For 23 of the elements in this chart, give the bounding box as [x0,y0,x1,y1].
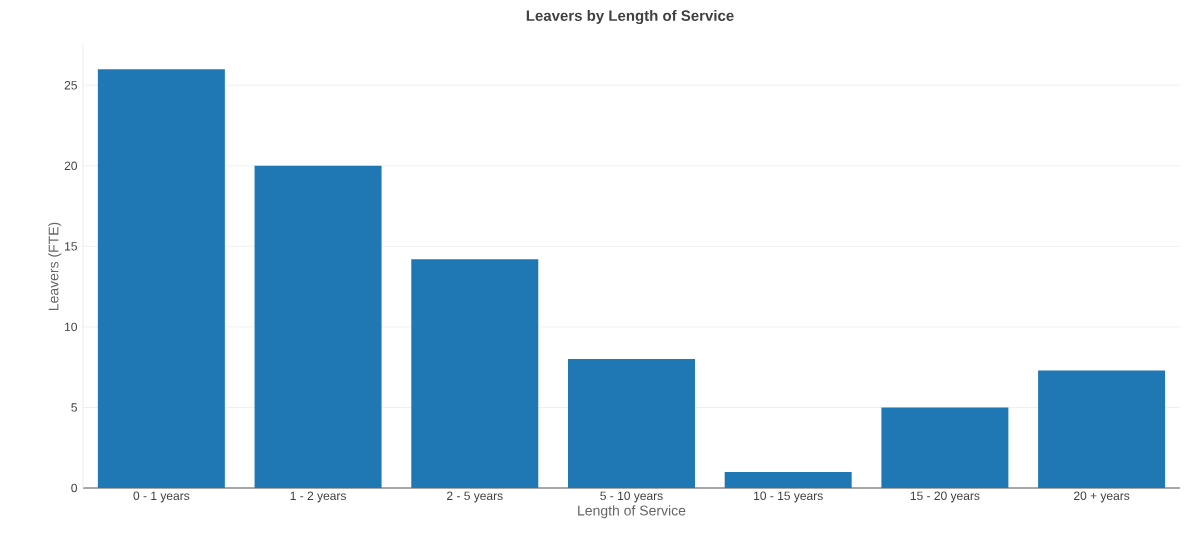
y-axis-title: Leavers (FTE) [48,222,62,311]
x-tick-label: 0 - 1 years [133,491,190,503]
bar [881,407,1009,488]
x-axis-title: Length of Service [578,505,686,519]
chart-title: Leavers by Length of Service [526,9,734,25]
bar [1038,370,1166,488]
bar [97,69,225,488]
bar [567,359,695,488]
bar [254,165,382,488]
x-tick-label: 10 - 15 years [754,491,823,503]
x-tick-label: 2 - 5 years [447,491,503,503]
bar [724,471,852,488]
x-tick-label: 5 - 10 years [600,491,663,503]
y-tick-label: 10 [65,322,78,332]
x-tick-label: 20 + years [1074,491,1130,503]
y-tick-label: 0 [71,483,78,493]
y-tick-label: 20 [64,161,78,171]
y-tick-label: 5 [71,403,77,412]
x-tick-label: 15 - 20 years [910,491,980,503]
bar [411,259,539,488]
y-tick-label: 15 [65,242,77,251]
x-tick-label: 1 - 2 years [290,491,346,503]
y-tick-label: 25 [64,81,77,90]
